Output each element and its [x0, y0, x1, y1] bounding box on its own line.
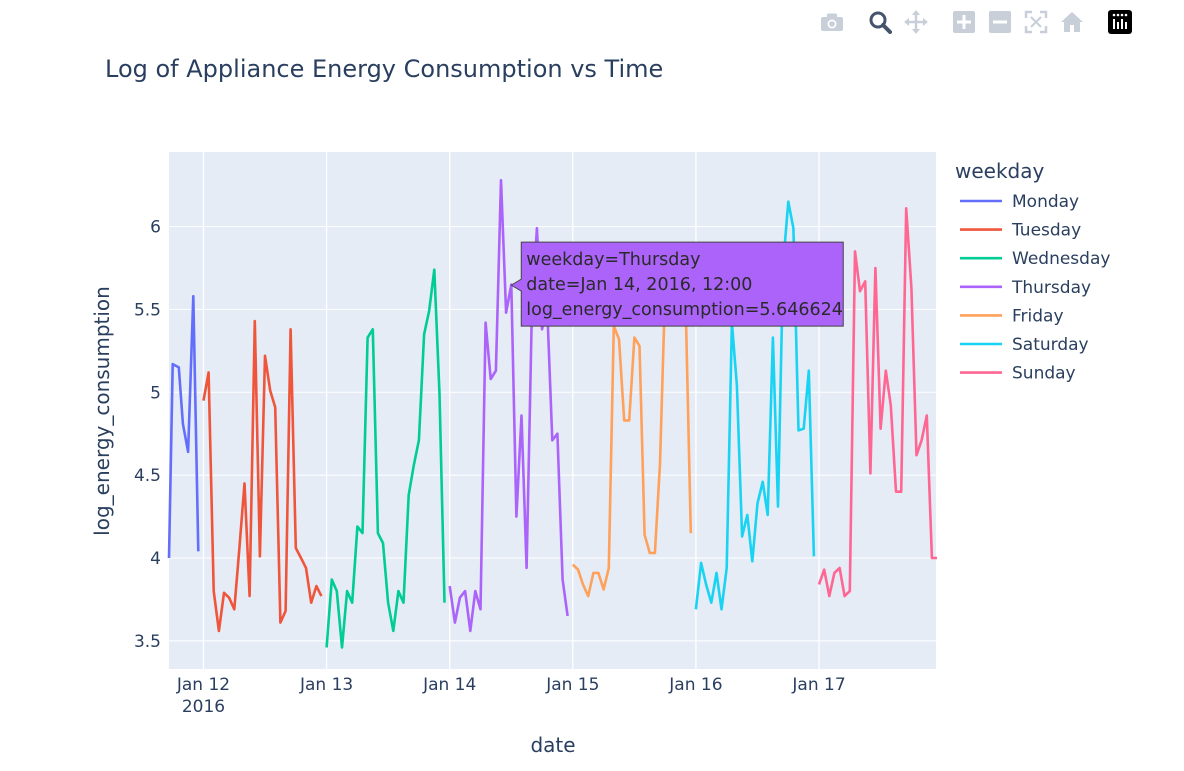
- y-axis-label: log_energy_consumption: [90, 286, 114, 536]
- chart-title: Log of Appliance Energy Consumption vs T…: [105, 55, 663, 83]
- legend-label: Thursday: [1011, 278, 1091, 298]
- autoscale-icon[interactable]: [1022, 8, 1050, 36]
- y-tick-label: 4.5: [134, 466, 161, 486]
- legend-label: Monday: [1012, 192, 1079, 212]
- y-tick-label: 5: [150, 383, 161, 403]
- x-tick-label: Jan 17: [791, 675, 845, 695]
- legend-item-friday[interactable]: Friday: [960, 306, 1064, 326]
- legend-label: Friday: [1012, 306, 1064, 326]
- x-tick-label: Jan 13: [299, 675, 353, 695]
- legend-label: Sunday: [1012, 364, 1076, 384]
- zoom-in-icon[interactable]: [950, 8, 978, 36]
- hover-box: [510, 241, 844, 327]
- legend: weekday Monday Tuesday Wednesday Thursday Fr…: [955, 159, 1110, 384]
- hover-line: date=Jan 14, 2016, 12:00: [526, 275, 752, 295]
- plotly-logo[interactable]: [1106, 8, 1134, 36]
- y-tick-label: 6: [150, 218, 161, 238]
- series-line-thursday[interactable]: [448, 178, 569, 633]
- zoom-out-icon[interactable]: [986, 8, 1014, 36]
- modebar: [812, 8, 1142, 36]
- y-tick-label: 3.5: [134, 632, 161, 652]
- reset-axes-icon[interactable]: [1058, 8, 1086, 36]
- series-line-wednesday[interactable]: [325, 268, 446, 649]
- hover-tooltip: weekday=Thursday date=Jan 14, 2016, 12:00…: [510, 241, 844, 327]
- x-axis-label: date: [530, 733, 575, 757]
- hover-line: log_energy_consumption=5.646624: [526, 300, 843, 320]
- legend-title: weekday: [955, 159, 1045, 183]
- x-tick-label: Jan 16: [668, 675, 722, 695]
- x-tick-label: Jan 14: [422, 675, 476, 695]
- hover-line: weekday=Thursday: [526, 250, 700, 270]
- legend-label: Saturday: [1012, 335, 1089, 355]
- series-line-tuesday[interactable]: [202, 319, 323, 633]
- x-tick-sublabel: 2016: [182, 697, 225, 717]
- x-tick-label: Jan 12: [176, 675, 230, 695]
- y-tick-label: 5.5: [134, 300, 161, 320]
- pan-icon[interactable]: [902, 8, 930, 36]
- series-lines: [167, 178, 937, 649]
- y-axis-ticks: 3.5 4 4.5 5 5.5 6: [134, 218, 161, 652]
- legend-item-monday[interactable]: Monday: [960, 192, 1079, 212]
- series-line-monday[interactable]: [167, 294, 200, 559]
- legend-item-wednesday[interactable]: Wednesday: [960, 249, 1110, 269]
- zoom-icon[interactable]: [866, 8, 894, 36]
- legend-item-thursday[interactable]: Thursday: [960, 278, 1091, 298]
- legend-label: Wednesday: [1012, 249, 1110, 269]
- y-tick-label: 4: [150, 549, 161, 569]
- series-line-sunday[interactable]: [817, 207, 937, 598]
- plot-area[interactable]: [169, 152, 936, 669]
- camera-icon[interactable]: [818, 8, 846, 36]
- x-tick-label: Jan 15: [545, 675, 599, 695]
- legend-item-saturday[interactable]: Saturday: [960, 335, 1089, 355]
- legend-item-tuesday[interactable]: Tuesday: [960, 221, 1081, 241]
- legend-label: Tuesday: [1011, 221, 1081, 241]
- legend-item-sunday[interactable]: Sunday: [960, 364, 1076, 384]
